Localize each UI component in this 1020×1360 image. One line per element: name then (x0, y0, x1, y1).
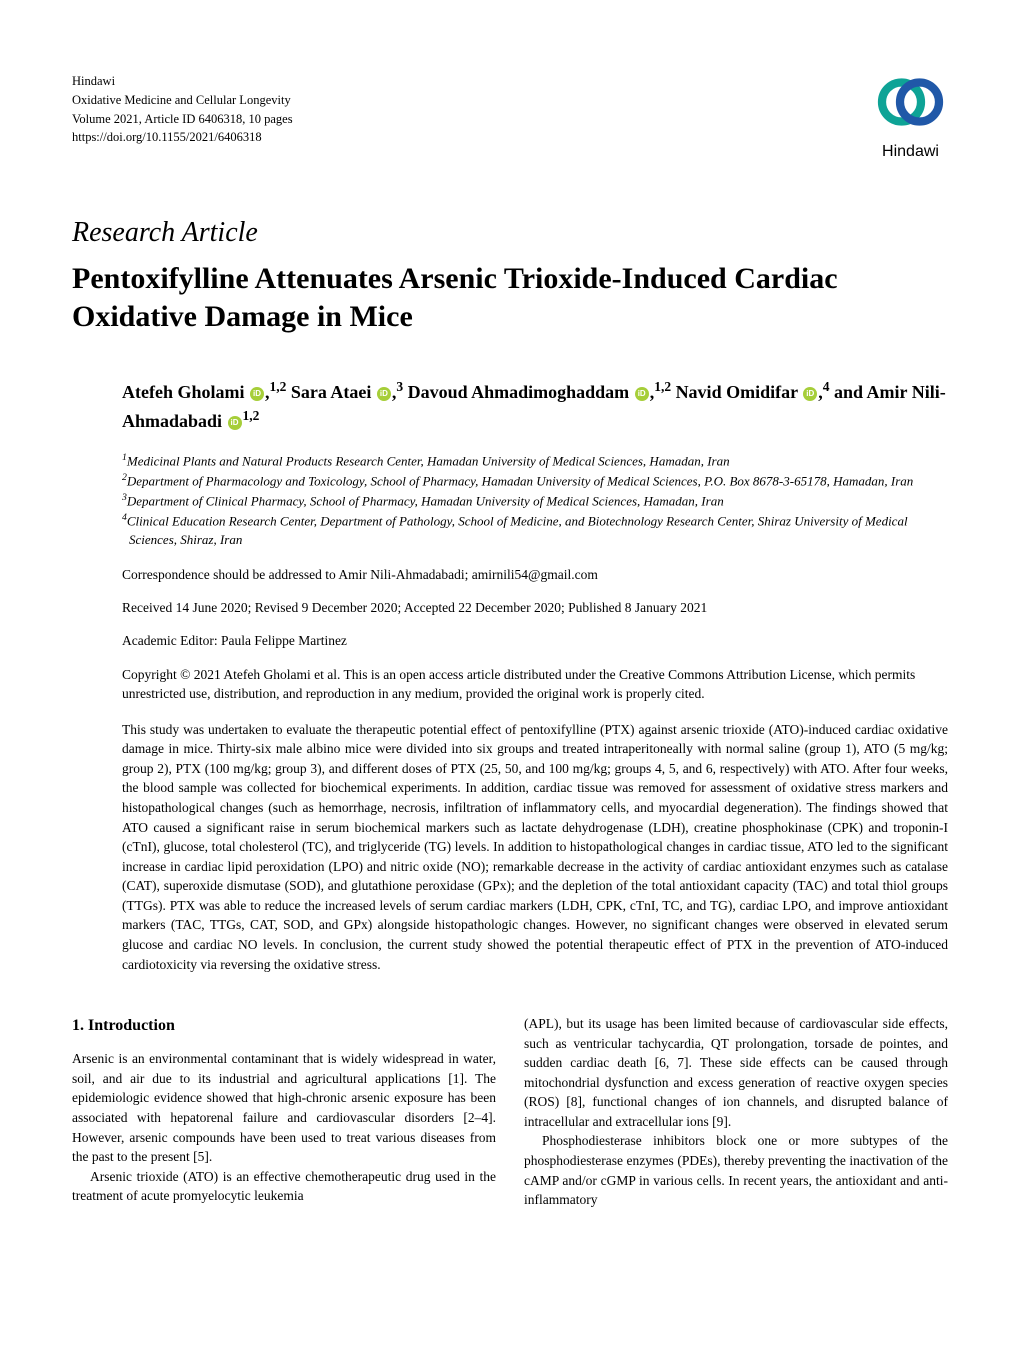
affiliation-text: Department of Clinical Pharmacy, School … (127, 493, 724, 508)
author-affiliation-ref: 1,2 (654, 379, 671, 394)
affiliation-item: 4Clinical Education Research Center, Dep… (122, 511, 948, 550)
body-paragraph: Phosphodiesterase inhibitors block one o… (524, 1131, 948, 1209)
affiliation-text: Clinical Education Research Center, Depa… (127, 513, 908, 548)
article-dates: Received 14 June 2020; Revised 9 Decembe… (72, 599, 948, 618)
affiliation-text: Department of Pharmacology and Toxicolog… (127, 473, 913, 488)
authors-list: Atefeh Gholami ,1,2 Sara Ataei ,3 Davoud… (72, 377, 948, 435)
affiliation-item: 3Department of Clinical Pharmacy, School… (122, 491, 948, 511)
article-title: Pentoxifylline Attenuates Arsenic Trioxi… (72, 260, 948, 335)
orcid-icon[interactable] (250, 387, 264, 401)
page-header: Hindawi Oxidative Medicine and Cellular … (72, 72, 948, 163)
affiliation-item: 2Department of Pharmacology and Toxicolo… (122, 471, 948, 491)
left-column: 1. Introduction Arsenic is an environmen… (72, 1014, 496, 1210)
affiliation-item: 1Medicinal Plants and Natural Products R… (122, 451, 948, 471)
correspondence: Correspondence should be addressed to Am… (72, 566, 948, 585)
author-affiliation-ref: 3 (396, 379, 403, 394)
author-affiliation-ref: 1,2 (243, 408, 260, 423)
orcid-icon[interactable] (803, 387, 817, 401)
hindawi-logo-icon (873, 72, 948, 132)
orcid-icon[interactable] (228, 416, 242, 430)
author-name: Atefeh Gholami (122, 382, 244, 402)
publisher-name: Hindawi (72, 72, 293, 91)
orcid-icon[interactable] (635, 387, 649, 401)
journal-info-block: Hindawi Oxidative Medicine and Cellular … (72, 72, 293, 147)
author-affiliation-ref: 4 (823, 379, 830, 394)
journal-name: Oxidative Medicine and Cellular Longevit… (72, 91, 293, 110)
logo-text: Hindawi (873, 141, 948, 163)
abstract-text: This study was undertaken to evaluate th… (72, 720, 948, 974)
body-columns: 1. Introduction Arsenic is an environmen… (72, 1014, 948, 1210)
academic-editor: Academic Editor: Paula Felippe Martinez (72, 632, 948, 651)
section-heading: 1. Introduction (72, 1014, 496, 1037)
body-paragraph: (APL), but its usage has been limited be… (524, 1014, 948, 1131)
author-name: Sara Ataei (291, 382, 372, 402)
author-prefix: and (834, 382, 867, 402)
author-name: Navid Omidifar (676, 382, 798, 402)
doi-link[interactable]: https://doi.org/10.1155/2021/6406318 (72, 128, 293, 147)
orcid-icon[interactable] (377, 387, 391, 401)
copyright-notice: Copyright © 2021 Atefeh Gholami et al. T… (72, 665, 948, 704)
publisher-logo: Hindawi (873, 72, 948, 163)
author-name: Davoud Ahmadimoghaddam (408, 382, 630, 402)
author-affiliation-ref: 1,2 (269, 379, 286, 394)
article-type: Research Article (72, 213, 948, 252)
body-paragraph: Arsenic trioxide (ATO) is an effective c… (72, 1167, 496, 1206)
affiliations-block: 1Medicinal Plants and Natural Products R… (72, 451, 948, 550)
body-paragraph: Arsenic is an environmental contaminant … (72, 1049, 496, 1166)
volume-info: Volume 2021, Article ID 6406318, 10 page… (72, 110, 293, 129)
affiliation-text: Medicinal Plants and Natural Products Re… (127, 454, 730, 469)
right-column: (APL), but its usage has been limited be… (524, 1014, 948, 1210)
